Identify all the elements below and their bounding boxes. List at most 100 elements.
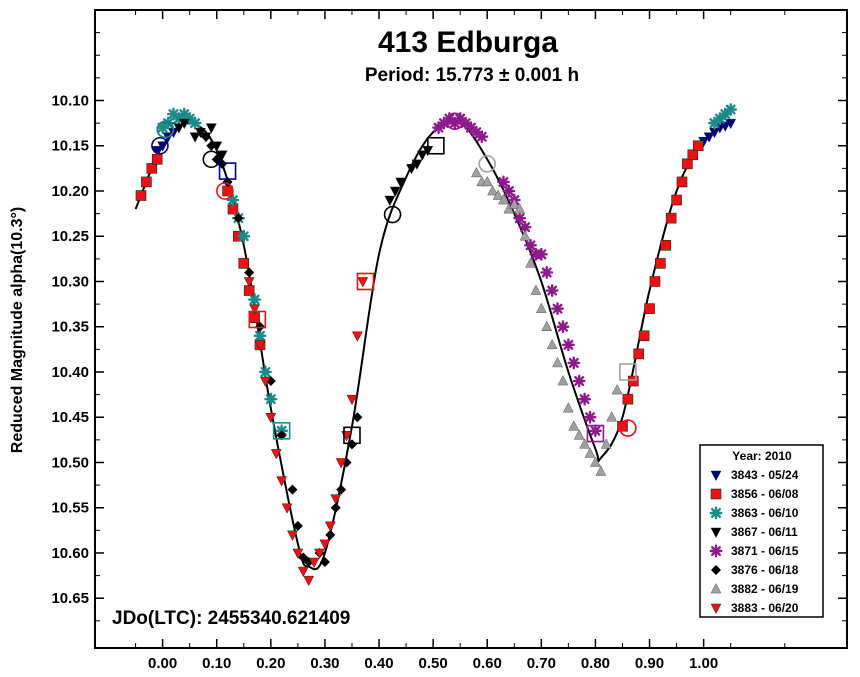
y-tick-label: 10.60 bbox=[51, 545, 89, 562]
data-point bbox=[551, 302, 565, 316]
y-tick-label: 10.40 bbox=[51, 364, 89, 381]
data-point bbox=[384, 195, 396, 207]
x-tick-label: 0.80 bbox=[581, 655, 610, 672]
y-axis-label: Reduced Magnitude alpha(10.3°) bbox=[9, 207, 26, 453]
data-point bbox=[546, 338, 558, 350]
y-tick-label: 10.50 bbox=[51, 454, 89, 471]
data-point bbox=[395, 177, 407, 188]
data-point bbox=[248, 293, 262, 307]
data-point bbox=[552, 356, 563, 368]
data-point bbox=[146, 163, 158, 174]
data-point bbox=[660, 239, 672, 251]
legend: Year: 2010 3843 - 05/24 3856 - 06/08 3863 … bbox=[699, 444, 824, 618]
data-point bbox=[534, 247, 548, 261]
data-point bbox=[655, 258, 666, 269]
legend-label: 3882 - 06/19 bbox=[731, 582, 799, 596]
open-circle-marker bbox=[445, 112, 464, 131]
data-point bbox=[644, 303, 655, 314]
epoch-annotation: JDo(LTC): 2455340.621409 bbox=[112, 608, 350, 629]
open-square-marker bbox=[272, 422, 291, 440]
data-point bbox=[671, 194, 682, 206]
data-point bbox=[687, 149, 699, 161]
data-point bbox=[319, 557, 330, 568]
data-point bbox=[206, 140, 217, 151]
data-point bbox=[556, 320, 570, 334]
y-tick-label: 10.35 bbox=[51, 319, 89, 336]
data-point bbox=[233, 213, 244, 224]
data-point bbox=[502, 184, 516, 198]
data-point bbox=[578, 392, 592, 406]
chart-title: 413 Edburga bbox=[378, 26, 558, 59]
data-point bbox=[649, 276, 661, 287]
data-point bbox=[352, 412, 363, 423]
data-point bbox=[319, 539, 331, 550]
data-point bbox=[595, 465, 607, 476]
data-point bbox=[475, 130, 489, 144]
data-point bbox=[141, 176, 152, 188]
legend-marker bbox=[709, 506, 723, 520]
legend-marker bbox=[710, 603, 722, 615]
data-point bbox=[525, 257, 536, 268]
data-point bbox=[292, 520, 303, 531]
open-square-marker bbox=[248, 310, 267, 329]
data-point bbox=[161, 116, 175, 130]
data-point bbox=[492, 189, 504, 200]
data-point bbox=[498, 194, 509, 205]
y-tick-label: 10.30 bbox=[51, 273, 89, 290]
data-point bbox=[281, 503, 293, 514]
data-point bbox=[292, 548, 304, 560]
data-point bbox=[513, 211, 527, 225]
legend-marker bbox=[710, 470, 722, 482]
data-point bbox=[237, 229, 251, 243]
data-point bbox=[346, 394, 358, 406]
data-point bbox=[254, 340, 266, 351]
data-point bbox=[568, 420, 580, 431]
data-point bbox=[287, 484, 298, 495]
data-point bbox=[188, 116, 202, 130]
open-circle-marker bbox=[151, 136, 169, 155]
legend-label: 3883 - 06/20 bbox=[731, 601, 799, 615]
x-tick-label: 0.20 bbox=[256, 655, 285, 672]
x-tick-label: 0.40 bbox=[364, 655, 393, 672]
legend-marker bbox=[709, 544, 723, 558]
data-point bbox=[724, 103, 738, 116]
data-point bbox=[389, 186, 401, 198]
data-point bbox=[416, 150, 428, 161]
data-point bbox=[600, 438, 612, 449]
data-point bbox=[530, 284, 542, 295]
open-markers bbox=[151, 112, 637, 445]
data-point bbox=[346, 439, 357, 450]
open-circle-marker bbox=[383, 205, 402, 224]
data-point bbox=[611, 384, 623, 395]
chart-subtitle: Period: 15.773 ± 0.001 h bbox=[365, 65, 579, 86]
data-point bbox=[243, 277, 255, 288]
legend-label: 3867 - 06/11 bbox=[731, 525, 798, 539]
data-point bbox=[535, 302, 547, 313]
open-square-marker bbox=[619, 363, 637, 381]
y-tick-label: 10.20 bbox=[51, 183, 89, 200]
data-point bbox=[244, 267, 255, 278]
data-point bbox=[335, 458, 347, 469]
data-point bbox=[276, 430, 287, 441]
data-point bbox=[411, 159, 423, 170]
data-point bbox=[725, 118, 737, 130]
data-point bbox=[258, 365, 272, 379]
data-point bbox=[216, 150, 228, 161]
data-point bbox=[665, 212, 677, 224]
data-point bbox=[330, 494, 342, 505]
data-point bbox=[540, 265, 554, 279]
data-point bbox=[324, 521, 336, 532]
data-point bbox=[308, 557, 320, 569]
data-point bbox=[633, 348, 645, 360]
x-tick-label: 0.10 bbox=[202, 655, 231, 672]
x-tick-label: 0.90 bbox=[635, 655, 664, 672]
data-point bbox=[135, 190, 147, 201]
data-point bbox=[226, 193, 240, 207]
data-point bbox=[276, 476, 288, 487]
data-point bbox=[351, 331, 363, 342]
data-point bbox=[173, 123, 185, 134]
legend-marker bbox=[710, 582, 722, 594]
open-square-marker bbox=[586, 424, 605, 443]
data-point bbox=[676, 176, 688, 188]
y-tick-label: 10.15 bbox=[51, 138, 89, 155]
